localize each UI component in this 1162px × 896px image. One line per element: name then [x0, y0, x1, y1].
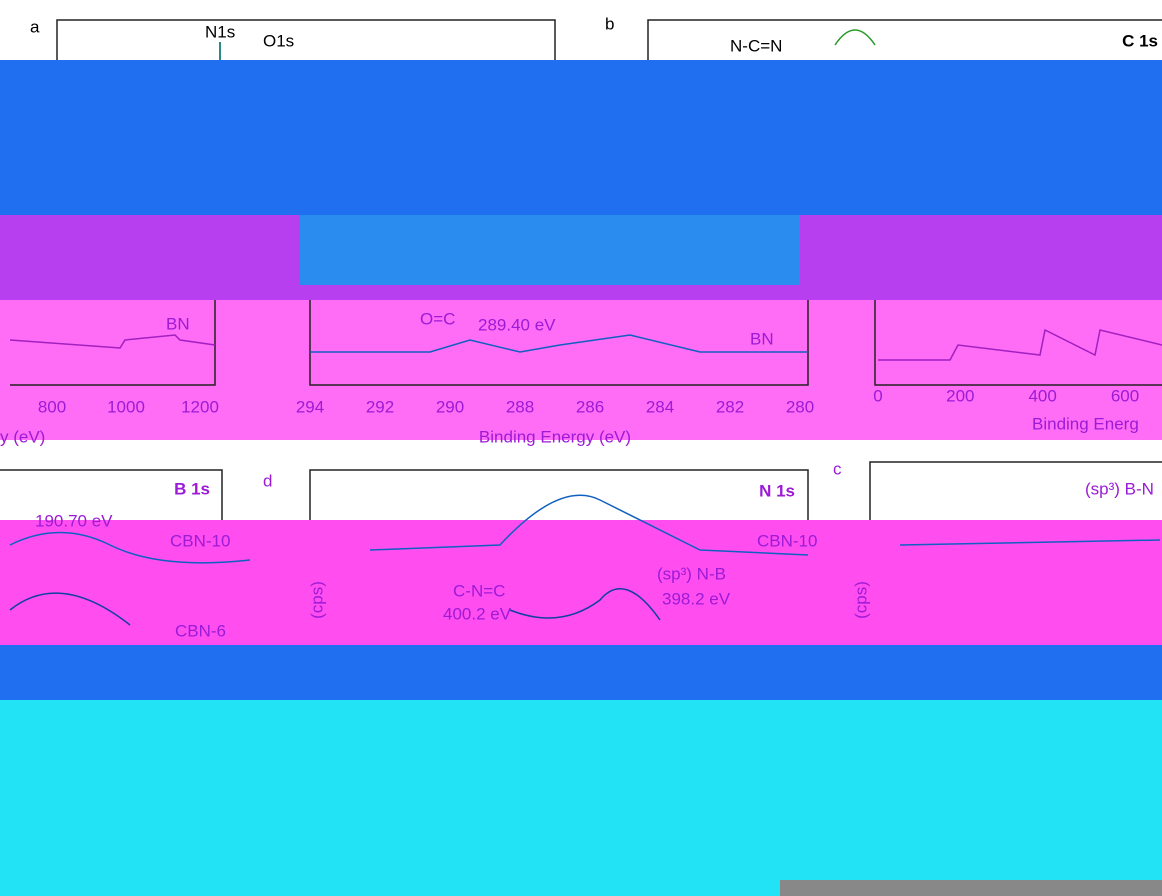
tick-labels: 800 1000 1200	[38, 397, 219, 416]
axis-label: Binding Energy (eV)	[479, 427, 631, 446]
x-tick-label: 200	[946, 386, 974, 405]
x-tick-label: 284	[646, 397, 674, 416]
annotation: 190.70 eV	[35, 511, 113, 530]
sample-label: CBN-10	[757, 531, 817, 550]
panel-title: B 1s	[174, 479, 210, 498]
annotation: O=C	[420, 309, 455, 328]
sample-label: CBN-10	[170, 531, 230, 550]
annotation: (sp³) N-B	[657, 564, 726, 583]
sample-label: BN	[166, 314, 190, 333]
annotation: 289.40 eV	[478, 315, 556, 334]
x-tick-label: 286	[576, 397, 604, 416]
x-tick-label: 282	[716, 397, 744, 416]
x-tick-label: 294	[296, 397, 324, 416]
panel-title: (sp³) B-N	[1085, 479, 1154, 498]
x-tick-label: 1000	[107, 397, 145, 416]
sample-label: CBN-6	[175, 621, 226, 640]
panel-title: C 1s	[1122, 31, 1158, 50]
panel-title: N 1s	[759, 481, 795, 500]
figure: a N1s O1s BN y (eV) 800 1000 1200 b C 1s N…	[0, 0, 1162, 896]
x-tick-label: 288	[506, 397, 534, 416]
panel-label: c	[833, 459, 842, 478]
x-tick-label: 600	[1111, 386, 1139, 405]
x-tick-label: 400	[1028, 386, 1056, 405]
panel-label: b	[605, 14, 614, 33]
x-tick-label: 0	[873, 386, 882, 405]
axis-label: y (eV)	[0, 427, 45, 446]
x-tick-label: 292	[366, 397, 394, 416]
x-tick-label: 800	[38, 397, 66, 416]
axis-label: (cps)	[851, 581, 870, 619]
annotation: 398.2 eV	[662, 589, 731, 608]
peak-label: O1s	[263, 31, 294, 50]
peak-label: N1s	[205, 22, 235, 41]
annotation: 400.2 eV	[443, 604, 512, 623]
axis-label: (cps)	[307, 581, 326, 619]
x-tick-label: 280	[786, 397, 814, 416]
panel-label: d	[263, 471, 272, 490]
x-tick-label: 1200	[181, 397, 219, 416]
axis-label: Binding Energ	[1032, 414, 1139, 433]
annotation: N-C=N	[730, 36, 782, 55]
sample-label: BN	[750, 329, 774, 348]
annotation: C-N=C	[453, 581, 505, 600]
panel-label: a	[30, 17, 40, 36]
x-tick-label: 290	[436, 397, 464, 416]
